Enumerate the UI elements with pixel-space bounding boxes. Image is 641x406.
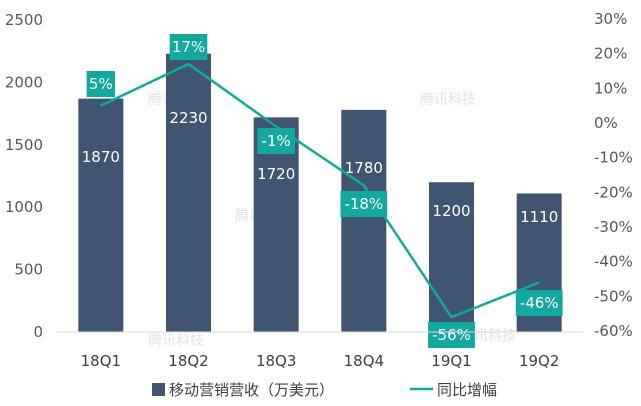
x-tick-label: 19Q2 — [519, 352, 559, 370]
right-tick-label: -40% — [594, 253, 633, 271]
bar-value-label: 2230 — [169, 109, 207, 127]
right-axis: 30% 20% 10% 0% -10% -20% -30% -40% -50% -60% — [594, 10, 633, 340]
left-tick-label: 2500 — [5, 11, 43, 29]
right-tick-label: -60% — [594, 322, 633, 340]
left-axis: 0 500 1000 1500 2000 2500 — [5, 11, 43, 341]
bar-value-label: 1200 — [432, 202, 470, 220]
growth-label: 17% — [172, 38, 205, 56]
bar-value-label: 1780 — [345, 159, 383, 177]
growth-line — [100, 62, 540, 319]
bar — [341, 109, 387, 332]
right-tick-label: 30% — [594, 10, 627, 28]
left-tick-label: 1500 — [5, 136, 43, 154]
x-tick-label: 18Q4 — [344, 352, 384, 370]
x-tick-label: 18Q2 — [168, 352, 208, 370]
legend: 移动营销营收（万美元） 同比增幅 — [152, 381, 497, 399]
right-tick-label: -30% — [594, 218, 633, 236]
left-tick-label: 0 — [33, 323, 43, 341]
growth-label-box — [515, 290, 563, 316]
growth-label: -1% — [262, 132, 291, 150]
right-tick-label: 0% — [594, 114, 618, 132]
bar-series: 1870 2230 1720 1780 1200 1110 — [78, 53, 562, 333]
watermark-text: 腾讯科技 — [420, 91, 476, 108]
bar — [78, 98, 124, 333]
right-tick-label: 10% — [594, 79, 627, 97]
x-tick-label: 18Q1 — [81, 352, 121, 370]
left-tick-label: 1000 — [5, 198, 43, 216]
bar-value-label: 1110 — [520, 208, 558, 226]
growth-label-box — [257, 128, 295, 154]
bar — [429, 182, 474, 332]
left-tick-label: 2000 — [5, 73, 43, 91]
growth-label-box — [428, 322, 475, 348]
bar-value-label: 1870 — [82, 148, 120, 166]
growth-label-box — [169, 34, 208, 60]
legend-swatch-bar — [152, 383, 165, 396]
legend-label-bar: 移动营销营收（万美元） — [169, 381, 334, 399]
x-tick-label: 19Q1 — [431, 352, 471, 370]
growth-label: 5% — [89, 75, 113, 93]
x-axis: 18Q1 18Q2 18Q3 18Q4 19Q1 19Q2 — [57, 331, 583, 370]
watermark-text: 腾讯科技 — [148, 332, 204, 349]
bar — [166, 53, 211, 333]
right-tick-label: -20% — [594, 183, 633, 201]
growth-label: -46% — [520, 294, 559, 312]
line-series: 5% 17% -1% -18% -56% -46% — [86, 34, 563, 348]
growth-label-box — [340, 191, 388, 217]
x-tick-label: 18Q3 — [256, 352, 296, 370]
growth-label: -18% — [344, 195, 383, 213]
bar-value-label: 1720 — [257, 165, 295, 183]
right-tick-label: 20% — [594, 45, 627, 63]
growth-label-box — [86, 71, 116, 97]
right-tick-label: -10% — [594, 149, 633, 167]
legend-label-line: 同比增幅 — [437, 381, 497, 399]
growth-label: -56% — [432, 326, 471, 344]
right-tick-label: -50% — [594, 287, 633, 305]
left-tick-label: 500 — [14, 261, 43, 279]
